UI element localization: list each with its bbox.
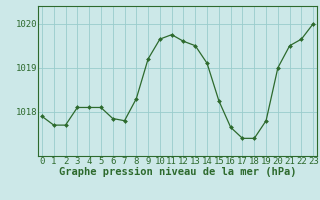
X-axis label: Graphe pression niveau de la mer (hPa): Graphe pression niveau de la mer (hPa) bbox=[59, 167, 296, 177]
